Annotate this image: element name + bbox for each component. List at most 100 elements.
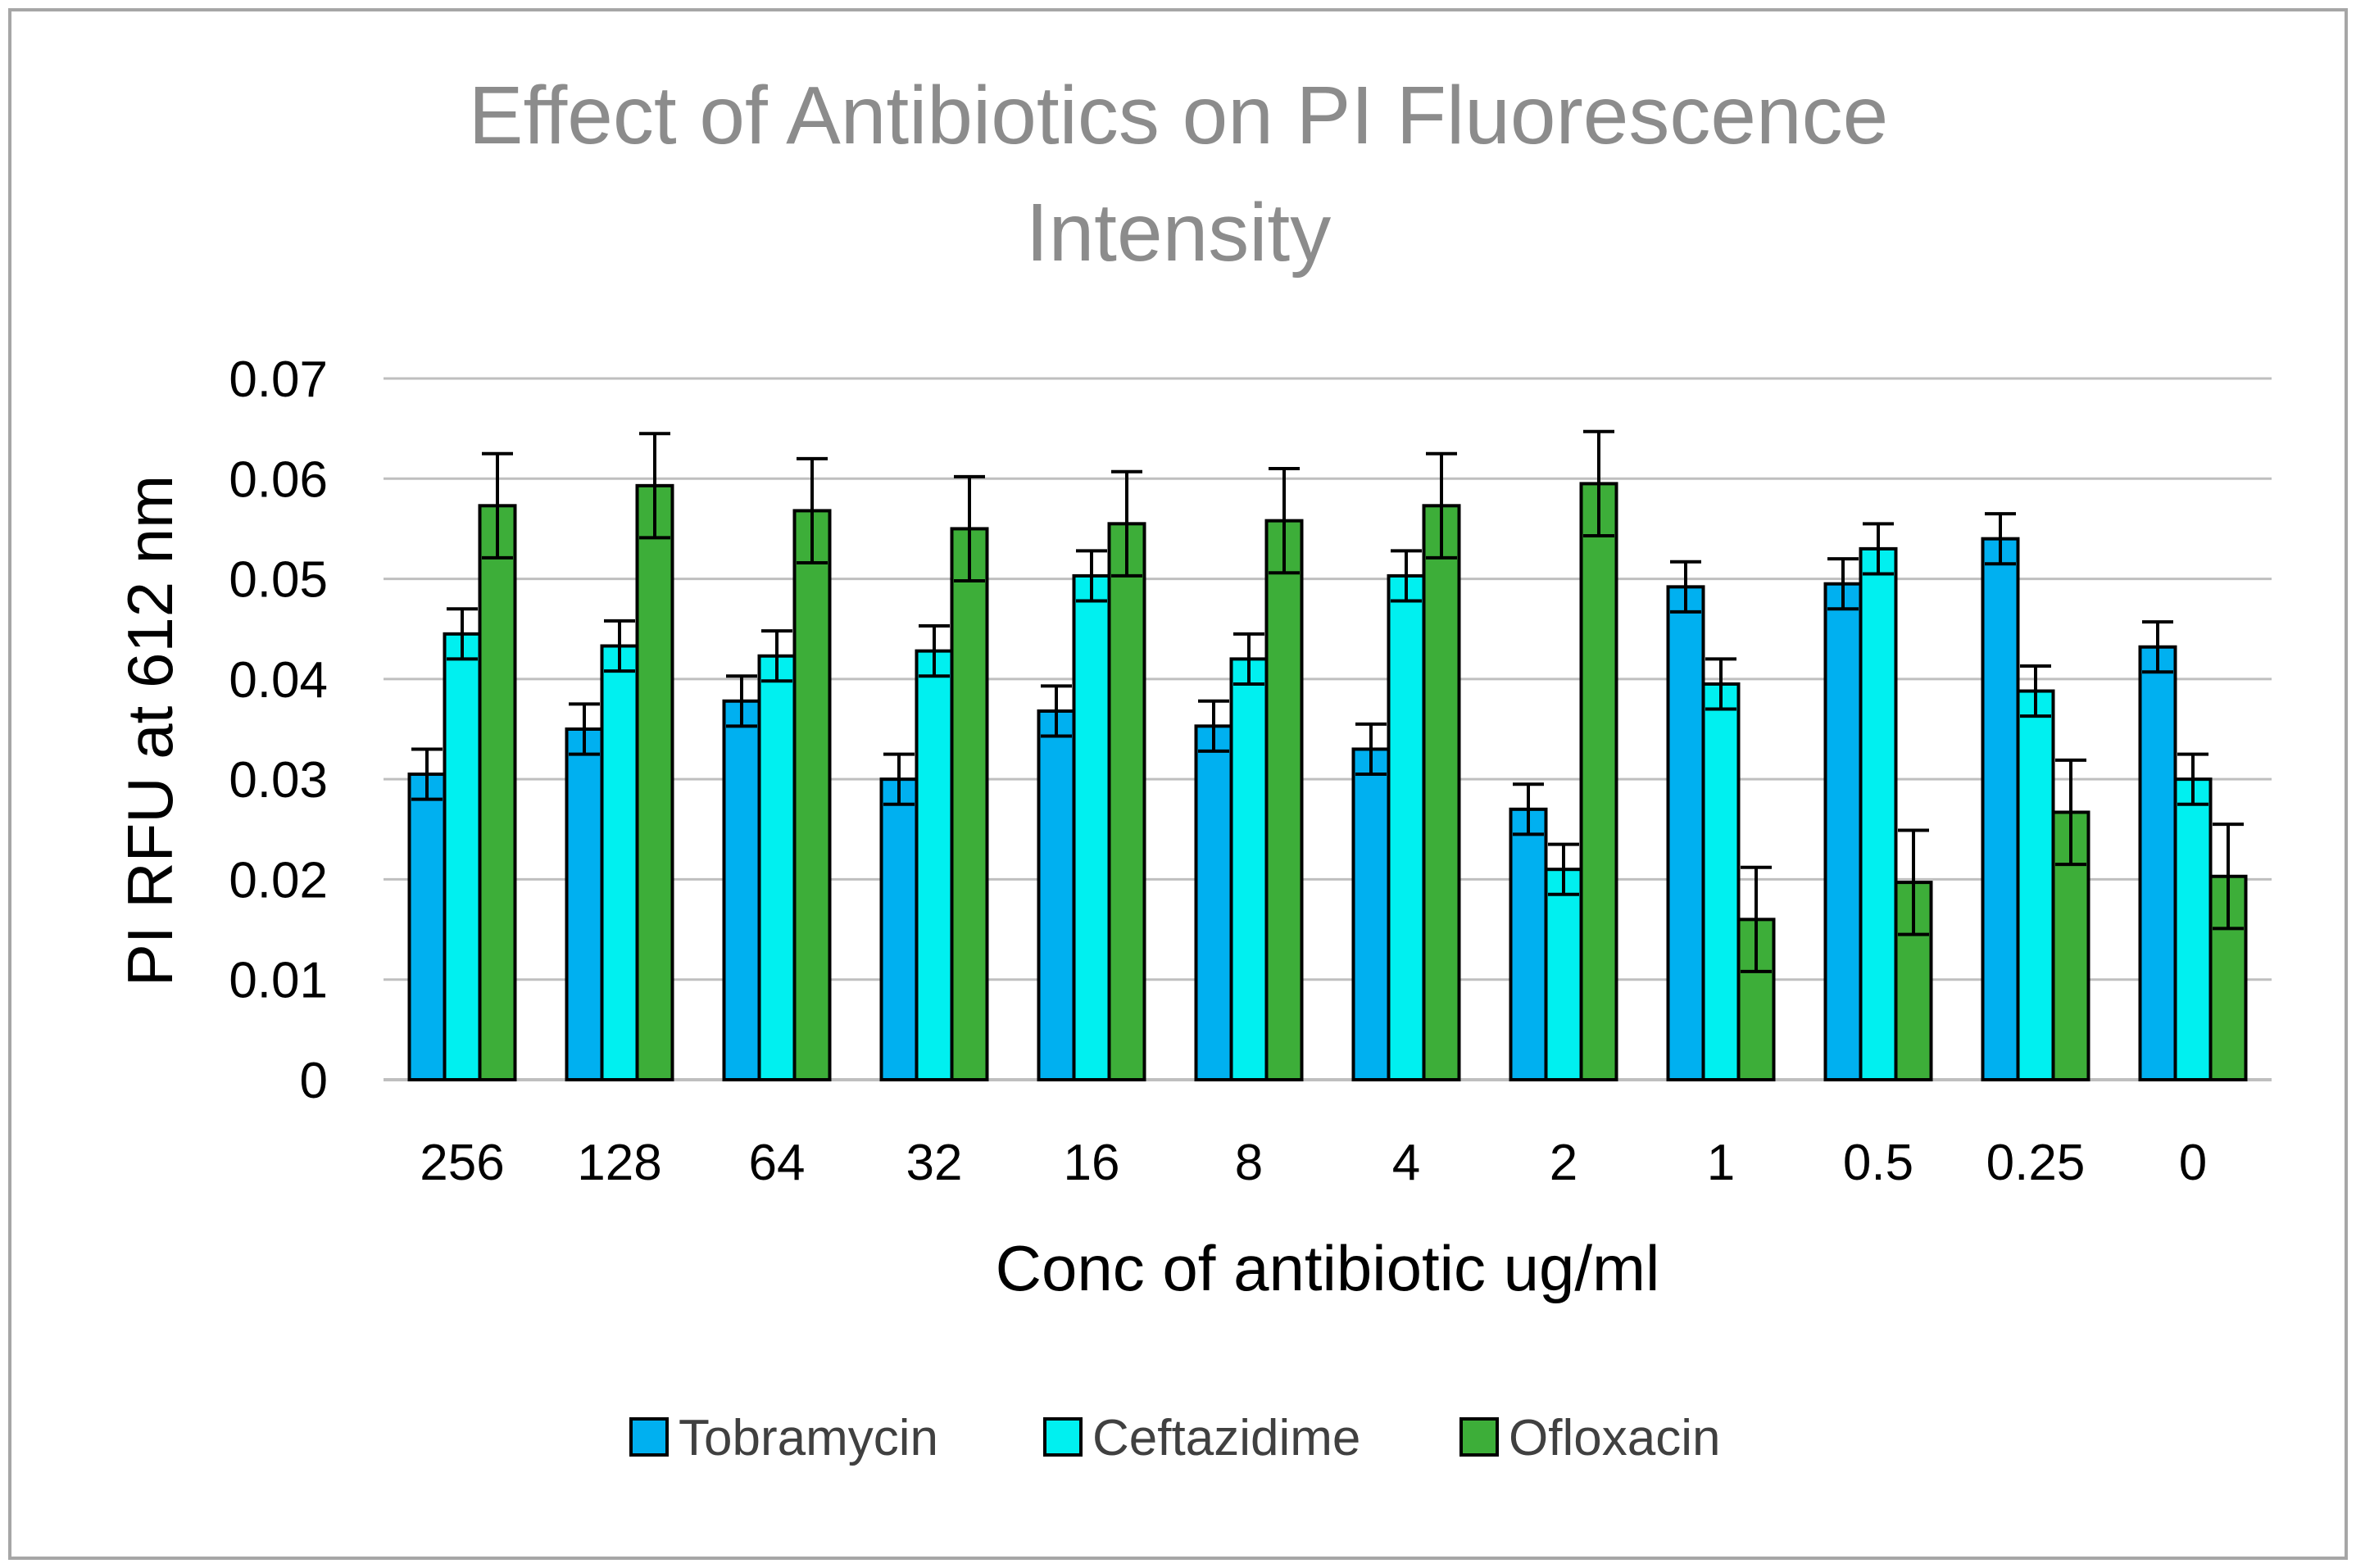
bar-ofloxacin-32 (950, 527, 989, 1081)
error-bar-ofloxacin-2 (1583, 429, 1614, 537)
y-tick-label: 0.02 (229, 852, 328, 909)
legend-label: Tobramycin (679, 1410, 938, 1466)
x-tick-label: 0.5 (1843, 1135, 1913, 1191)
bar-tobramycin-32 (879, 777, 919, 1082)
bar-tobramycin-0.5 (1823, 582, 1863, 1081)
x-tick-label: 0 (2179, 1135, 2207, 1191)
error-bar-tobramycin-256 (411, 747, 443, 801)
bar-ceftazidime-128 (600, 644, 639, 1081)
legend-swatch (1043, 1417, 1083, 1457)
bar-tobramycin-16 (1037, 709, 1076, 1081)
legend-item-tobramycin: Tobramycin (629, 1410, 938, 1466)
error-bar-ofloxacin-0 (2213, 823, 2244, 931)
y-tick-label: 0.06 (229, 451, 328, 508)
error-bar-tobramycin-16 (1041, 684, 1072, 738)
bar-ofloxacin-128 (635, 483, 674, 1081)
bar-ceftazidime-64 (757, 654, 797, 1081)
x-tick-label: 256 (420, 1135, 504, 1191)
y-tick-label: 0.07 (229, 351, 328, 408)
bar-tobramycin-2 (1509, 807, 1548, 1081)
bar-ofloxacin-2 (1579, 482, 1618, 1081)
bar-ofloxacin-16 (1107, 522, 1146, 1081)
error-bar-ceftazidime-2 (1548, 842, 1579, 896)
error-bar-tobramycin-4 (1355, 722, 1387, 777)
error-bar-tobramycin-64 (726, 674, 757, 728)
error-bar-ceftazidime-64 (761, 629, 792, 683)
bar-ofloxacin-4 (1422, 504, 1461, 1081)
bar-tobramycin-1 (1666, 585, 1705, 1081)
error-bar-ofloxacin-64 (797, 456, 828, 565)
error-bar-ofloxacin-8 (1269, 467, 1300, 575)
y-axis-tick-labels: 0 0.01 0.02 0.03 0.04 0.05 0.06 0.07 (229, 351, 328, 1109)
legend-swatch (1459, 1417, 1499, 1457)
x-tick-label: 0.25 (1986, 1135, 2086, 1191)
chart-border (8, 8, 2348, 1560)
legend: Tobramycin Ceftazidime Ofloxacin (629, 1410, 1720, 1466)
bar-tobramycin-256 (407, 773, 447, 1081)
x-tick-label: 2 (1550, 1135, 1577, 1191)
bar-ceftazidime-0.5 (1859, 546, 1898, 1081)
error-bar-tobramycin-0.25 (1985, 512, 2016, 566)
error-bar-ceftazidime-0.5 (1863, 522, 1894, 576)
bar-ceftazidime-1 (1701, 682, 1741, 1081)
legend-item-ofloxacin: Ofloxacin (1459, 1410, 1720, 1466)
bar-ofloxacin-64 (792, 509, 832, 1081)
bar-tobramycin-0.25 (1981, 537, 2020, 1081)
error-bar-ceftazidime-256 (447, 607, 478, 661)
error-bar-ofloxacin-0.5 (1898, 828, 1929, 936)
chart-title-line-1: Effect of Antibiotics on PI Fluorescence (469, 70, 1888, 161)
y-tick-label: 0.01 (229, 953, 328, 1009)
bar-ceftazidime-0.25 (2016, 689, 2055, 1081)
error-bar-ofloxacin-0.25 (2055, 758, 2086, 867)
legend-label: Ceftazidime (1092, 1410, 1360, 1466)
error-bar-ceftazidime-8 (1233, 632, 1264, 686)
bar-tobramycin-8 (1194, 724, 1233, 1081)
legend-label: Ofloxacin (1509, 1410, 1720, 1466)
error-bar-ceftazidime-0 (2177, 752, 2208, 806)
bar-ceftazidime-2 (1544, 868, 1583, 1081)
error-bar-ofloxacin-256 (482, 451, 513, 560)
error-bar-tobramycin-0 (2142, 620, 2173, 674)
y-tick-label: 0.04 (229, 652, 328, 709)
bar-ceftazidime-256 (443, 632, 482, 1081)
y-tick-label: 0.03 (229, 752, 328, 809)
error-bar-ceftazidime-4 (1391, 549, 1422, 603)
x-tick-label: 64 (749, 1135, 806, 1191)
bar-ceftazidime-32 (915, 649, 954, 1081)
bar-tobramycin-128 (565, 727, 604, 1081)
error-bar-ofloxacin-1 (1741, 865, 1772, 973)
error-bar-ceftazidime-16 (1076, 549, 1107, 603)
error-bar-ofloxacin-128 (639, 432, 670, 540)
error-bar-ceftazidime-32 (919, 624, 950, 678)
bar-tobramycin-0 (2138, 645, 2177, 1081)
error-bar-tobramycin-8 (1198, 699, 1229, 753)
error-bar-tobramycin-2 (1513, 782, 1544, 836)
error-bar-ofloxacin-4 (1426, 451, 1457, 560)
x-tick-label: 32 (906, 1135, 963, 1191)
legend-item-ceftazidime: Ceftazidime (1043, 1410, 1360, 1466)
bar-ceftazidime-0 (2173, 777, 2213, 1082)
error-bar-tobramycin-1 (1670, 560, 1701, 614)
x-axis-tick-labels: 256 128 64 32 16 8 4 2 1 0.5 0.25 0 (420, 1135, 2207, 1191)
bar-tobramycin-4 (1351, 747, 1391, 1081)
bar-ceftazidime-8 (1229, 657, 1269, 1081)
error-bar-ceftazidime-128 (604, 619, 635, 673)
x-tick-label: 128 (577, 1135, 661, 1191)
x-tick-label: 1 (1707, 1135, 1735, 1191)
error-bar-ceftazidime-0.25 (2020, 664, 2051, 718)
x-tick-label: 16 (1064, 1135, 1120, 1191)
error-bar-tobramycin-0.5 (1827, 557, 1859, 611)
y-tick-label: 0 (300, 1053, 328, 1109)
bar-ceftazidime-16 (1072, 573, 1111, 1081)
error-bar-tobramycin-128 (569, 702, 600, 756)
x-tick-label: 8 (1235, 1135, 1263, 1191)
error-bar-ofloxacin-16 (1111, 469, 1142, 578)
legend-swatch (629, 1417, 669, 1457)
chart-title-line-2: Intensity (1026, 187, 1331, 279)
bar-ofloxacin-8 (1264, 519, 1304, 1081)
error-bar-ceftazidime-1 (1705, 657, 1736, 711)
x-axis-label: Conc of antibiotic ug/ml (996, 1232, 1660, 1304)
bar-ofloxacin-256 (478, 504, 517, 1081)
